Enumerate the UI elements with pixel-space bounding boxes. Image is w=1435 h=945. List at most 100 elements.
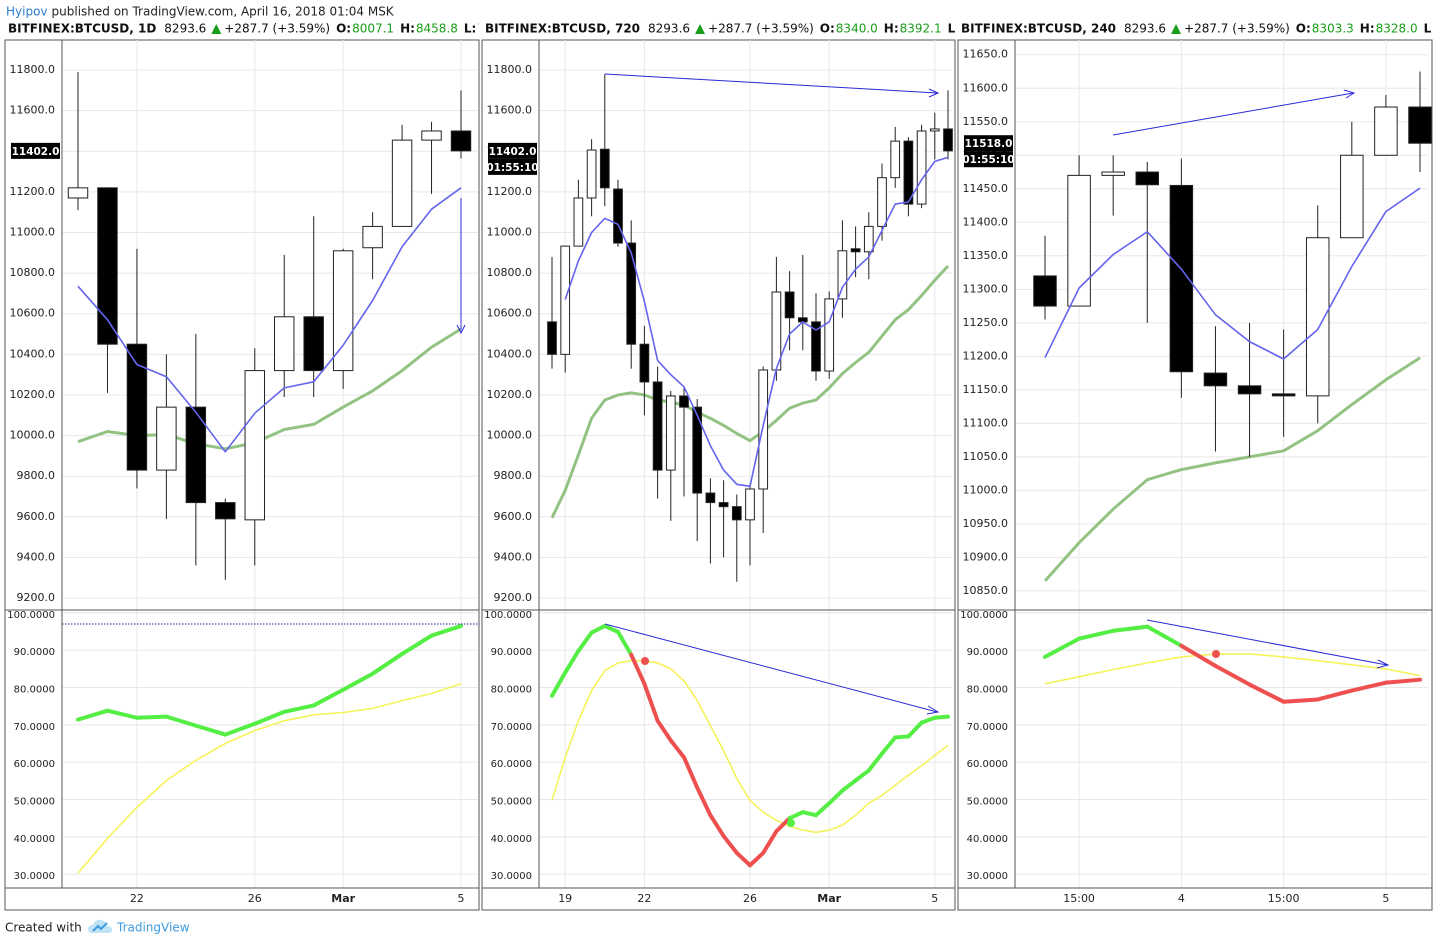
symbol: BITFINEX:BTCUSD, 240: [961, 22, 1116, 36]
oscillator-segment: [695, 785, 713, 818]
x-tick-label: 22: [130, 892, 144, 905]
y-tick-label: 9600.0: [494, 510, 533, 523]
osc-tick-label: 70.0000: [14, 722, 55, 733]
candle-body: [626, 242, 637, 345]
oscillator-segment: [1247, 682, 1286, 704]
ohlc-label: L:: [464, 22, 476, 36]
ohlc-label: L:: [1424, 22, 1435, 36]
x-tick-label: 22: [637, 892, 651, 905]
y-tick-label: 11000.0: [963, 483, 1009, 496]
candle-body: [362, 225, 383, 249]
y-tick-label: 11550.0: [963, 115, 1009, 128]
timer-badge: [964, 151, 1013, 168]
oscillator-segment: [589, 623, 607, 635]
cross-dot: [1212, 650, 1220, 658]
ohlc-value: 8328.0: [1376, 22, 1418, 36]
y-tick-label: 10800.0: [10, 266, 56, 279]
oscillator-segment: [370, 651, 405, 676]
candle-body: [771, 291, 782, 371]
osc-tick-label: 40.0000: [967, 834, 1008, 845]
ohlc-value: 8458.8: [416, 22, 458, 36]
x-tick-label: 5: [931, 892, 938, 905]
arrow: [1146, 619, 1388, 666]
candle-body: [718, 502, 729, 508]
signal-line: [551, 659, 949, 834]
arrow: [604, 73, 938, 94]
symbol: BITFINEX:BTCUSD, 1D: [8, 22, 156, 36]
candle-body: [391, 139, 413, 227]
osc-tick-label: 40.0000: [14, 834, 55, 845]
osc-tick-label: 100.0000: [484, 610, 532, 621]
osc-tick-label: 30.0000: [967, 871, 1008, 882]
y-tick-label: 11250.0: [963, 316, 1009, 329]
candle-body: [1101, 171, 1125, 176]
candle-body: [890, 140, 901, 179]
arrow: [1112, 92, 1354, 136]
y-tick-label: 11200.0: [487, 185, 533, 198]
y-tick-label: 11200.0: [963, 349, 1009, 362]
oscillator-segment: [800, 810, 818, 818]
y-tick-label: 10800.0: [487, 266, 533, 279]
oscillator-segment: [1077, 628, 1116, 641]
candle-body: [877, 177, 887, 227]
candle-body: [1408, 106, 1432, 144]
oscillator-segment: [193, 723, 228, 737]
oscillator-segment: [814, 801, 832, 818]
price-badge: [964, 135, 1013, 152]
signal-line: [1044, 653, 1421, 685]
oscillator-segment: [1315, 688, 1354, 702]
y-tick-label: 10850.0: [963, 584, 1009, 597]
oscillator-segment: [853, 768, 871, 783]
oscillator-segment: [1281, 697, 1320, 704]
osc-tick-label: 80.0000: [967, 685, 1008, 696]
price-badge-label: 11402.0: [12, 146, 60, 158]
y-tick-label: 9800.0: [17, 469, 56, 482]
price-badge: [488, 142, 537, 159]
osc-tick-label: 60.0000: [14, 759, 55, 770]
change: +287.7 (+3.59%): [224, 22, 330, 36]
oscillator-segment: [1145, 624, 1184, 648]
y-tick-label: 10400.0: [487, 347, 533, 360]
footer-text: Created with: [5, 921, 82, 935]
candle-body: [811, 321, 821, 372]
x-tick-label: 26: [743, 892, 757, 905]
oscillator-segment: [893, 734, 911, 740]
y-tick-label: 11100.0: [963, 416, 1009, 429]
change: +287.7 (+3.59%): [708, 22, 814, 36]
candle-body: [745, 488, 755, 521]
timer-label: 01:55:10: [486, 162, 538, 174]
oscillator-segment: [787, 810, 805, 821]
arrow-head: [456, 324, 466, 335]
oscillator-segment: [708, 813, 726, 839]
osc-tick-label: 40.0000: [491, 834, 532, 845]
ohlc-label: H:: [1360, 22, 1375, 36]
ma-fast-line: [1044, 187, 1421, 360]
osc-tick-label: 90.0000: [14, 647, 55, 658]
logo-line: [92, 922, 108, 932]
ohlc-value: 7997.2: [477, 22, 519, 36]
oscillator-segment: [1179, 643, 1218, 668]
candle-body: [863, 225, 874, 253]
candle-body: [824, 298, 835, 372]
osc-tick-label: 90.0000: [967, 647, 1008, 658]
osc-tick-label: 100.0000: [7, 610, 55, 621]
x-tick-label: 5: [1382, 892, 1389, 905]
y-tick-label: 11800.0: [487, 63, 533, 76]
ma-fast-line: [564, 156, 949, 488]
osc-tick-label: 70.0000: [491, 722, 532, 733]
x-tick-label: 15:00: [1063, 892, 1095, 905]
oscillator-segment: [223, 721, 257, 737]
oscillator-segment: [105, 708, 139, 720]
oscillator-segment: [252, 709, 287, 726]
oscillator-segment: [827, 788, 845, 806]
x-tick-label: 5: [458, 892, 465, 905]
panel: 9200.0 9400.0 9600.0 9800.0 10000.0 10200.0 10…: [4, 39, 480, 911]
oscillator-segment: [341, 671, 375, 692]
oscillator-segment: [642, 681, 660, 723]
y-tick-label: 10950.0: [963, 517, 1009, 530]
annotations: [62, 73, 1390, 827]
candle-body: [1374, 106, 1398, 156]
x-tick-label: Mar: [817, 892, 841, 905]
y-tick-label: 11350.0: [963, 249, 1009, 262]
